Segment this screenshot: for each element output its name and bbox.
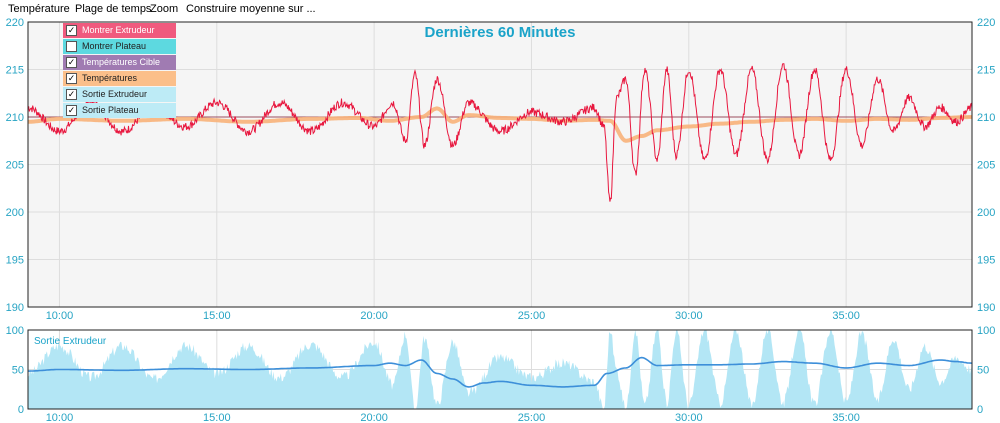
x-tick-label: 15:00 [203, 310, 231, 322]
checkbox-icon[interactable] [66, 41, 77, 52]
y-tick-label-left: 220 [6, 17, 24, 29]
y-tick-label-right: 200 [977, 207, 995, 219]
extruder-output-area [28, 330, 972, 409]
x-tick-label: 20:00 [360, 412, 388, 423]
menu-temperature[interactable]: Température [8, 3, 70, 15]
menu-zoom[interactable]: Zoom [150, 3, 179, 15]
y-tick-label-left: 100 [6, 325, 24, 337]
plot-frame [27, 21, 973, 308]
chart-title: Dernières 60 Minutes [425, 24, 576, 41]
y-tick-label-right: 215 [977, 65, 995, 77]
y-tick-label-left: 195 [6, 255, 24, 267]
legend-label: Sortie Extrudeur [82, 89, 148, 99]
y-tick-label-right: 50 [977, 365, 989, 377]
y-tick-label-right: 0 [977, 404, 983, 416]
legend-show-extruder[interactable]: ✓ Montrer Extrudeur [63, 23, 176, 38]
y-tick-label-left: 200 [6, 207, 24, 219]
legend: ✓ Montrer Extrudeur Montrer Plateau ✓ Temp… [63, 23, 176, 119]
plot-frame [27, 329, 973, 410]
y-tick-label-left: 215 [6, 65, 24, 77]
extruder-temperature-line [27, 63, 973, 202]
x-tick-label: 10:00 [46, 412, 74, 423]
y-tick-label-left: 190 [6, 302, 24, 314]
x-tick-label: 20:00 [360, 310, 388, 322]
checkbox-icon[interactable]: ✓ [66, 57, 77, 68]
menu-bar: Température Plage de temps Zoom Construi… [0, 0, 1000, 18]
x-tick-label: 15:00 [203, 412, 231, 423]
legend-label: Températures [82, 73, 138, 83]
legend-target-temperatures[interactable]: ✓ Températures Cible [63, 55, 176, 70]
average-temperature-line [27, 106, 973, 143]
extruder-output-average-line [28, 356, 973, 388]
y-tick-label-right: 190 [977, 302, 995, 314]
y-tick-label-left: 210 [6, 112, 24, 124]
y-tick-label-left: 205 [6, 160, 24, 172]
legend-temperatures[interactable]: ✓ Températures [63, 71, 176, 86]
y-tick-label-right: 205 [977, 160, 995, 172]
x-tick-label: 30:00 [675, 310, 703, 322]
y-tick-label-right: 195 [977, 255, 995, 267]
x-tick-label: 25:00 [518, 310, 546, 322]
y-tick-label-right: 210 [977, 112, 995, 124]
x-tick-label: 30:00 [675, 412, 703, 423]
x-tick-label: 35:00 [832, 412, 860, 423]
checkbox-icon[interactable]: ✓ [66, 89, 77, 100]
legend-label: Montrer Extrudeur [82, 25, 155, 35]
y-tick-label-right: 100 [977, 325, 995, 337]
x-tick-label: 35:00 [832, 310, 860, 322]
legend-label: Sortie Plateau [82, 105, 139, 115]
checkbox-icon[interactable]: ✓ [66, 25, 77, 36]
menu-time-range[interactable]: Plage de temps [75, 3, 152, 15]
legend-extruder-output[interactable]: ✓ Sortie Extrudeur [63, 87, 176, 102]
menu-build-average[interactable]: Construire moyenne sur ... [186, 3, 316, 15]
checkbox-icon[interactable]: ✓ [66, 105, 77, 116]
checkbox-icon[interactable]: ✓ [66, 73, 77, 84]
y-tick-label-right: 220 [977, 17, 995, 29]
y-tick-label-left: 50 [12, 365, 24, 377]
x-tick-label: 25:00 [518, 412, 546, 423]
legend-label: Températures Cible [82, 57, 161, 67]
legend-show-bed[interactable]: Montrer Plateau [63, 39, 176, 54]
output-chart-label: Sortie Extrudeur [34, 336, 107, 347]
legend-bed-output[interactable]: ✓ Sortie Plateau [63, 103, 176, 118]
y-tick-label-left: 0 [18, 404, 24, 416]
legend-label: Montrer Plateau [82, 41, 147, 51]
x-tick-label: 10:00 [46, 310, 74, 322]
